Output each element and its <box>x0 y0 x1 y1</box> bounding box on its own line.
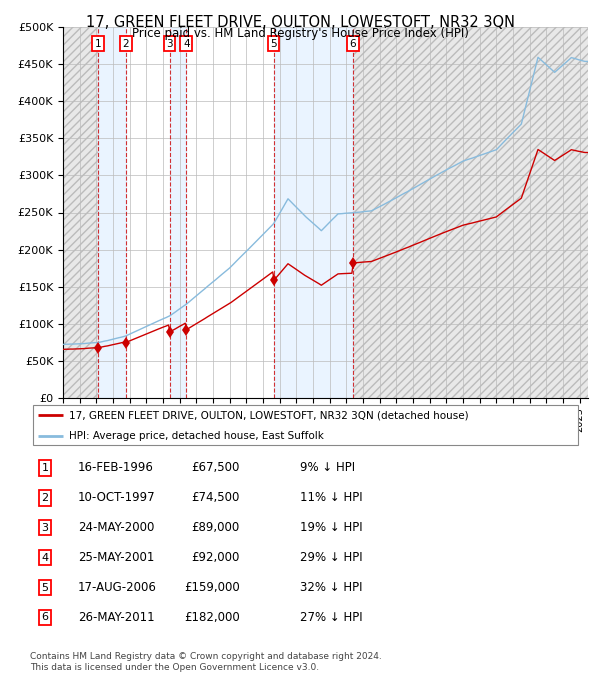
Bar <box>63 27 98 398</box>
Text: 26-MAY-2011: 26-MAY-2011 <box>78 611 155 624</box>
Bar <box>170 27 187 398</box>
Text: This data is licensed under the Open Government Licence v3.0.: This data is licensed under the Open Gov… <box>30 663 319 672</box>
Text: 3: 3 <box>41 523 49 532</box>
Text: £92,000: £92,000 <box>191 551 240 564</box>
Text: 1: 1 <box>41 463 49 473</box>
Text: 17-AUG-2006: 17-AUG-2006 <box>78 581 157 594</box>
Text: 6: 6 <box>41 613 49 622</box>
Text: 16-FEB-1996: 16-FEB-1996 <box>78 461 154 475</box>
Text: 11% ↓ HPI: 11% ↓ HPI <box>300 491 362 505</box>
Text: £159,000: £159,000 <box>184 581 240 594</box>
Bar <box>274 27 353 398</box>
Text: 17, GREEN FLEET DRIVE, OULTON, LOWESTOFT, NR32 3QN (detached house): 17, GREEN FLEET DRIVE, OULTON, LOWESTOFT… <box>68 410 468 420</box>
Text: 32% ↓ HPI: 32% ↓ HPI <box>300 581 362 594</box>
Text: 24-MAY-2000: 24-MAY-2000 <box>78 521 154 534</box>
Text: 1: 1 <box>95 39 101 49</box>
Bar <box>98 27 126 398</box>
Text: 25-MAY-2001: 25-MAY-2001 <box>78 551 154 564</box>
Text: Contains HM Land Registry data © Crown copyright and database right 2024.: Contains HM Land Registry data © Crown c… <box>30 652 382 661</box>
Text: 4: 4 <box>183 39 190 49</box>
Text: Price paid vs. HM Land Registry's House Price Index (HPI): Price paid vs. HM Land Registry's House … <box>131 27 469 40</box>
Bar <box>353 27 588 398</box>
Text: 19% ↓ HPI: 19% ↓ HPI <box>300 521 362 534</box>
Bar <box>63 27 98 398</box>
Text: 17, GREEN FLEET DRIVE, OULTON, LOWESTOFT, NR32 3QN: 17, GREEN FLEET DRIVE, OULTON, LOWESTOFT… <box>86 15 515 30</box>
Text: 5: 5 <box>270 39 277 49</box>
Text: 27% ↓ HPI: 27% ↓ HPI <box>300 611 362 624</box>
Text: £67,500: £67,500 <box>191 461 240 475</box>
Text: £89,000: £89,000 <box>192 521 240 534</box>
FancyBboxPatch shape <box>33 405 578 445</box>
Text: 6: 6 <box>350 39 356 49</box>
Text: 4: 4 <box>41 553 49 562</box>
Text: £182,000: £182,000 <box>184 611 240 624</box>
Text: 2: 2 <box>122 39 130 49</box>
Text: 3: 3 <box>166 39 173 49</box>
Text: 9% ↓ HPI: 9% ↓ HPI <box>300 461 355 475</box>
Bar <box>353 27 588 398</box>
Text: 10-OCT-1997: 10-OCT-1997 <box>78 491 155 505</box>
Text: £74,500: £74,500 <box>191 491 240 505</box>
Text: HPI: Average price, detached house, East Suffolk: HPI: Average price, detached house, East… <box>68 430 323 441</box>
Text: 5: 5 <box>41 583 49 592</box>
Text: 29% ↓ HPI: 29% ↓ HPI <box>300 551 362 564</box>
Text: 2: 2 <box>41 493 49 503</box>
